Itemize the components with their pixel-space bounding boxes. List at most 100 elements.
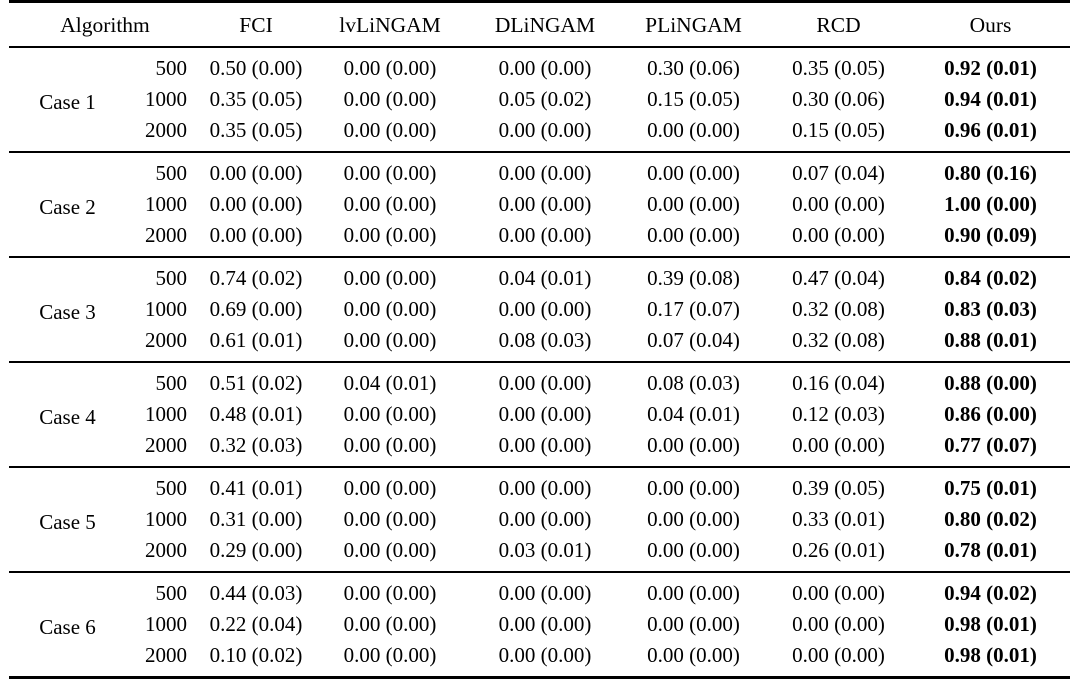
cell-value-ours: 0.92 (0.01): [944, 56, 1037, 80]
cell-value: 0.00 (0.00): [209, 223, 303, 247]
table-row: 1000 0.35 (0.05) 0.00 (0.00) 0.05 (0.02) 0.1…: [9, 84, 1070, 115]
sample-size: 500: [155, 371, 188, 395]
table-row: 2000 0.29 (0.00) 0.00 (0.00) 0.03 (0.01) 0.0…: [9, 535, 1070, 572]
sample-size: 500: [155, 476, 188, 500]
cell-value: 0.33 (0.01): [792, 507, 885, 531]
cell-value-ours: 0.94 (0.01): [944, 87, 1037, 111]
case-group: Case 6 500 0.44 (0.03) 0.00 (0.00) 0.00 (0.0…: [9, 572, 1070, 678]
case-group: Case 4 500 0.51 (0.02) 0.04 (0.01) 0.00 (0.0…: [9, 362, 1070, 467]
cell-value-ours: 0.86 (0.00): [944, 402, 1037, 426]
cell-value-ours: 0.80 (0.02): [944, 507, 1037, 531]
results-table: Algorithm FCI lvLiNGAM DLiNGAM PLiNGAM R…: [9, 0, 1070, 679]
cell-value-ours: 0.78 (0.01): [944, 538, 1037, 562]
cell-value: 0.50 (0.00): [209, 56, 303, 80]
table-row: 2000 0.35 (0.05) 0.00 (0.00) 0.00 (0.00) 0.0…: [9, 115, 1070, 152]
cell-value-ours: 0.84 (0.02): [944, 266, 1037, 290]
cell-value: 0.00 (0.00): [343, 402, 437, 426]
cell-value: 0.00 (0.00): [343, 612, 437, 636]
cell-value: 0.00 (0.00): [498, 56, 592, 80]
cell-value: 0.44 (0.03): [209, 581, 303, 605]
case-group: Case 5 500 0.41 (0.01) 0.00 (0.00) 0.00 (0.0…: [9, 467, 1070, 572]
cell-value: 0.08 (0.03): [647, 371, 740, 395]
cell-value: 0.07 (0.04): [647, 328, 740, 352]
cell-value: 0.00 (0.00): [792, 223, 885, 247]
cell-value: 0.00 (0.00): [498, 612, 592, 636]
cell-value: 0.00 (0.00): [498, 161, 592, 185]
cell-value-ours: 0.77 (0.07): [944, 433, 1037, 457]
table-row: 2000 0.00 (0.00) 0.00 (0.00) 0.00 (0.00) 0.0…: [9, 220, 1070, 257]
cell-value: 0.61 (0.01): [209, 328, 303, 352]
sample-size: 1000: [145, 612, 187, 636]
cell-value: 0.26 (0.01): [792, 538, 885, 562]
cell-value: 0.00 (0.00): [498, 118, 592, 142]
cell-value: 0.00 (0.00): [343, 192, 437, 216]
header-row: Algorithm FCI lvLiNGAM DLiNGAM PLiNGAM R…: [9, 2, 1070, 47]
cell-value: 0.00 (0.00): [343, 643, 437, 667]
column-header-fci: FCI: [239, 13, 273, 37]
cell-value-ours: 0.90 (0.09): [944, 223, 1037, 247]
cell-value: 0.00 (0.00): [792, 643, 885, 667]
table-row: 1000 0.00 (0.00) 0.00 (0.00) 0.00 (0.00) 0.0…: [9, 189, 1070, 220]
sample-size: 1000: [145, 297, 187, 321]
cell-value: 0.12 (0.03): [792, 402, 885, 426]
cell-value: 0.00 (0.00): [498, 643, 592, 667]
cell-value: 0.00 (0.00): [647, 223, 740, 247]
cell-value: 0.69 (0.00): [209, 297, 303, 321]
case-label: Case 5: [39, 509, 96, 534]
cell-value: 0.29 (0.00): [209, 538, 303, 562]
cell-value: 0.51 (0.02): [209, 371, 303, 395]
cell-value-ours: 0.83 (0.03): [944, 297, 1037, 321]
cell-value: 0.00 (0.00): [498, 433, 592, 457]
cell-value: 0.03 (0.01): [498, 538, 592, 562]
table-row: Case 4 500 0.51 (0.02) 0.04 (0.01) 0.00 (0.0…: [9, 362, 1070, 429]
column-header-plingam: PLiNGAM: [645, 13, 742, 37]
cell-value: 0.00 (0.00): [647, 433, 740, 457]
cell-value: 0.00 (0.00): [343, 223, 437, 247]
cell-value: 0.04 (0.01): [498, 266, 592, 290]
cell-value: 0.04 (0.01): [343, 371, 437, 395]
cell-value-ours: 0.94 (0.02): [944, 581, 1037, 605]
cell-value: 0.00 (0.00): [343, 507, 437, 531]
cell-value: 0.00 (0.00): [647, 643, 740, 667]
cell-value: 0.00 (0.00): [647, 507, 740, 531]
cell-value: 0.00 (0.00): [647, 192, 740, 216]
cell-value: 0.39 (0.08): [647, 266, 740, 290]
table-row: Case 5 500 0.41 (0.01) 0.00 (0.00) 0.00 (0.0…: [9, 467, 1070, 534]
cell-value: 0.00 (0.00): [647, 161, 740, 185]
cell-value-ours: 0.98 (0.01): [944, 643, 1037, 667]
sample-size: 500: [155, 581, 188, 605]
sample-size: 500: [155, 161, 188, 185]
cell-value: 0.00 (0.00): [343, 581, 437, 605]
sample-size: 2000: [145, 328, 187, 352]
cell-value: 0.00 (0.00): [792, 581, 885, 605]
table-row: 1000 0.22 (0.04) 0.00 (0.00) 0.00 (0.00) 0.0…: [9, 609, 1070, 640]
cell-value: 0.17 (0.07): [647, 297, 740, 321]
cell-value: 0.00 (0.00): [343, 538, 437, 562]
cell-value: 0.08 (0.03): [498, 328, 592, 352]
table-row: 2000 0.10 (0.02) 0.00 (0.00) 0.00 (0.00) 0.0…: [9, 640, 1070, 678]
cell-value: 0.00 (0.00): [343, 266, 437, 290]
cell-value: 0.00 (0.00): [343, 161, 437, 185]
sample-size: 2000: [145, 433, 187, 457]
column-header-rcd: RCD: [816, 13, 861, 37]
table-row: 1000 0.48 (0.01) 0.00 (0.00) 0.00 (0.00) 0.0…: [9, 399, 1070, 430]
cell-value: 0.48 (0.01): [209, 402, 303, 426]
cell-value: 0.00 (0.00): [498, 192, 592, 216]
cell-value: 0.07 (0.04): [792, 161, 885, 185]
cell-value: 0.32 (0.03): [209, 433, 303, 457]
case-label: Case 4: [39, 404, 96, 429]
cell-value: 0.00 (0.00): [343, 118, 437, 142]
case-label: Case 1: [39, 89, 96, 114]
cell-value: 0.00 (0.00): [647, 476, 740, 500]
cell-value: 0.00 (0.00): [498, 507, 592, 531]
cell-value: 0.31 (0.00): [209, 507, 303, 531]
table-row: 2000 0.32 (0.03) 0.00 (0.00) 0.00 (0.00) 0.0…: [9, 430, 1070, 467]
cell-value: 0.00 (0.00): [498, 581, 592, 605]
cell-value-ours: 0.75 (0.01): [944, 476, 1037, 500]
sample-size: 500: [155, 266, 188, 290]
sample-size: 1000: [145, 507, 187, 531]
cell-value: 0.00 (0.00): [343, 56, 437, 80]
cell-value: 0.00 (0.00): [792, 433, 885, 457]
cell-value: 0.10 (0.02): [209, 643, 303, 667]
cell-value: 0.15 (0.05): [792, 118, 885, 142]
